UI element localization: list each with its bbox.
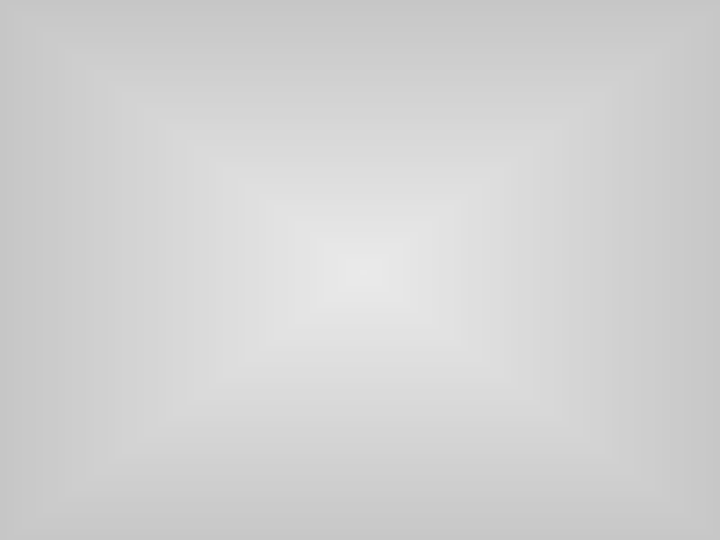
FancyBboxPatch shape [95, 30, 630, 510]
Text: Conc.HNO: Conc.HNO [258, 200, 325, 213]
Text: 38: 38 [673, 512, 692, 525]
Text: OH: OH [378, 289, 398, 302]
Text: OH: OH [151, 347, 172, 360]
Text: H₂SO₄: H₂SO₄ [260, 428, 299, 441]
Text: +: + [410, 89, 426, 107]
Text: 3- Sulphonation: 3- Sulphonation [28, 275, 216, 295]
Text: At high temperature: At high temperature [307, 24, 433, 37]
Text: o-Phenolsulphpnic acid: o-Phenolsulphpnic acid [510, 325, 664, 338]
Text: H₂SO₄: H₂SO₄ [260, 317, 299, 330]
Text: NO₂: NO₂ [396, 279, 420, 289]
Text: 3: 3 [304, 210, 310, 219]
Text: NO₂: NO₂ [518, 68, 541, 78]
Text: 2- Nitration: 2- Nitration [28, 22, 166, 42]
Text: OH: OH [378, 399, 398, 412]
Text: 20° C: 20° C [260, 330, 295, 343]
Text: SO₃H: SO₃H [374, 492, 404, 502]
Text: OH: OH [153, 102, 174, 115]
FancyBboxPatch shape [95, 35, 630, 270]
Text: O₂N: O₂N [348, 205, 372, 215]
Text: 3: 3 [299, 88, 305, 97]
Text: OH: OH [473, 47, 493, 60]
Text: NO₂: NO₂ [361, 140, 384, 150]
Text: Dil HNO: Dil HNO [258, 78, 310, 91]
Text: OH: OH [398, 181, 418, 194]
Text: OH: OH [363, 47, 383, 60]
Text: 100° C: 100° C [260, 441, 303, 454]
FancyBboxPatch shape [95, 285, 630, 510]
Text: SO₃H: SO₃H [421, 312, 451, 322]
Text: NO₂: NO₂ [443, 205, 467, 215]
Text: p-Phenolsulphpnic acid: p-Phenolsulphpnic acid [510, 450, 664, 463]
Text: At low temperature: At low temperature [449, 24, 570, 37]
